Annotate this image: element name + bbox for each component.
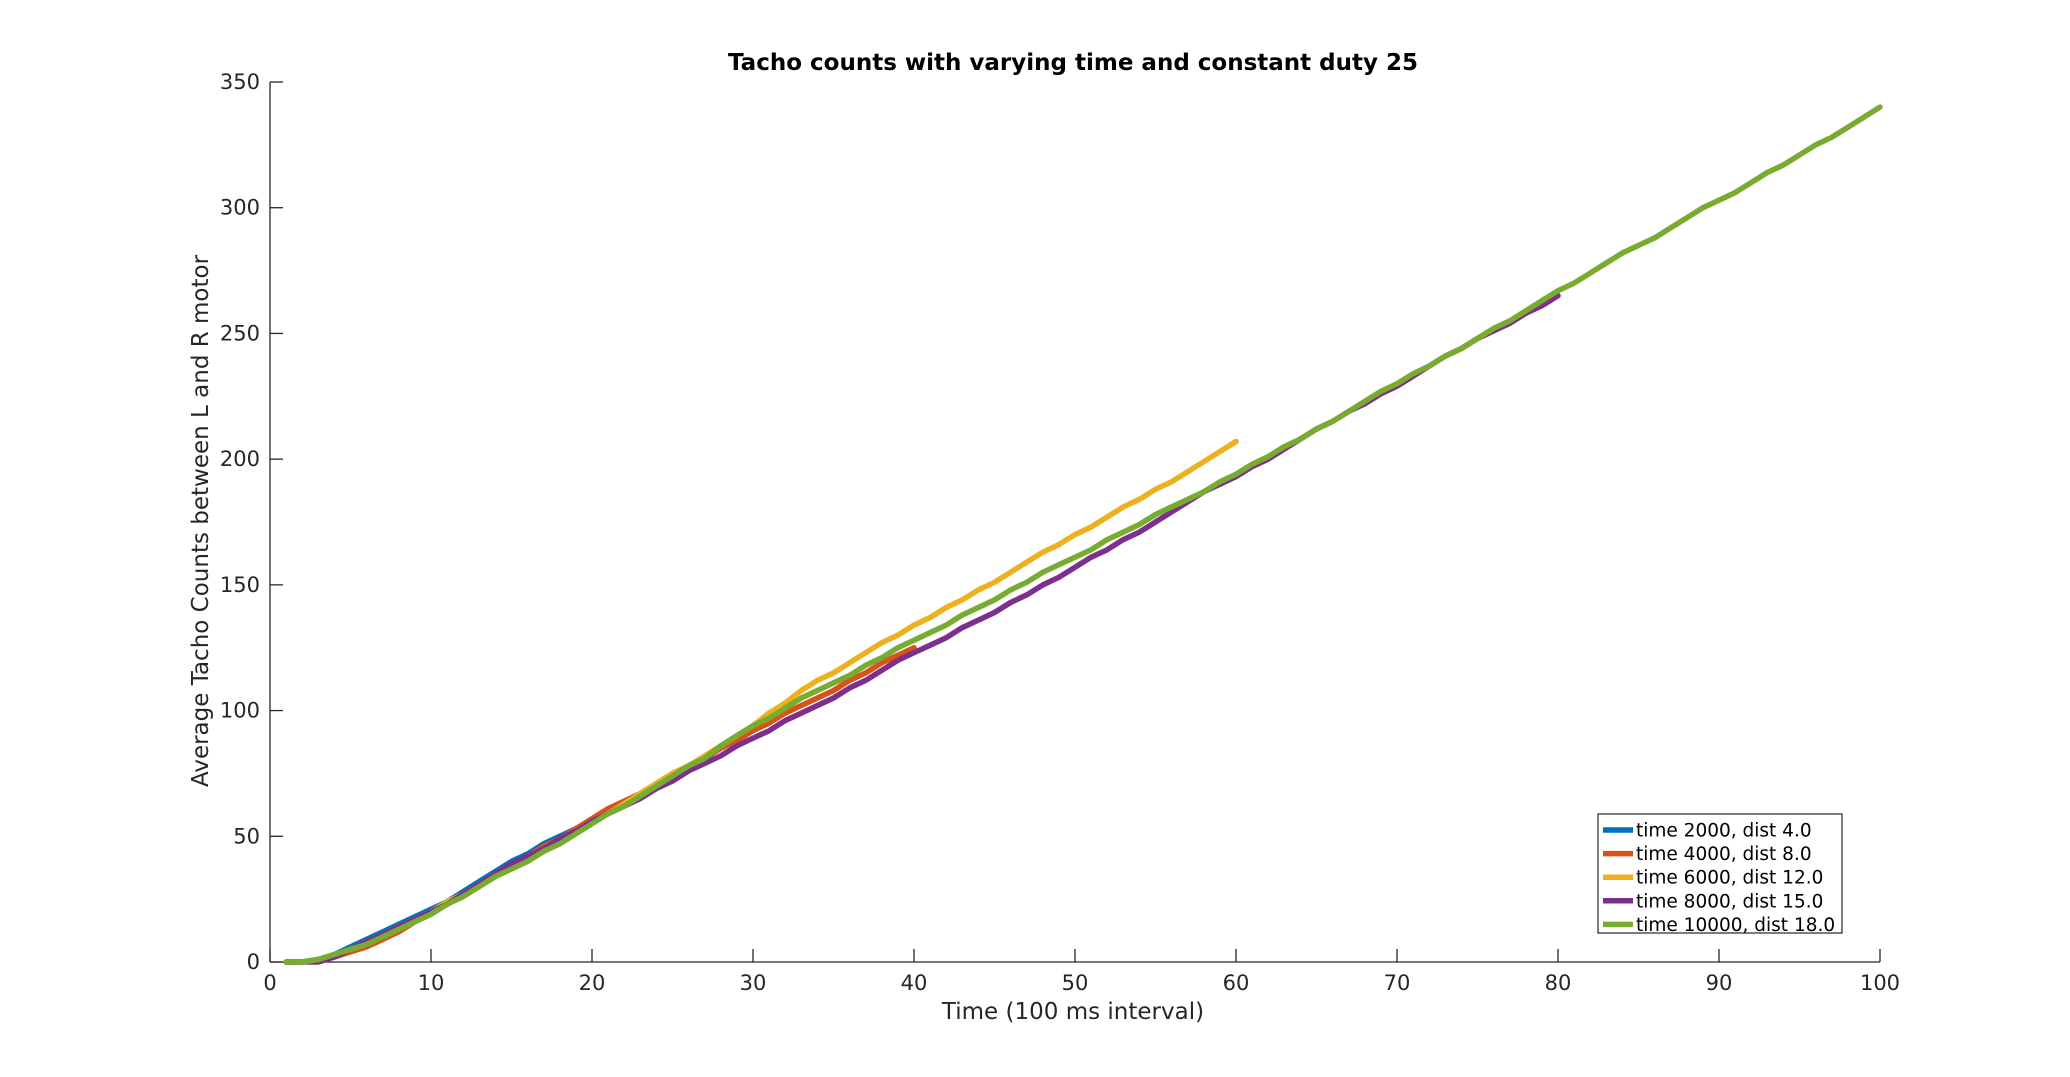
y-tick-label: 100 <box>220 699 260 723</box>
x-tick-label: 80 <box>1545 971 1572 995</box>
y-tick-label: 300 <box>220 196 260 220</box>
x-axis-label: Time (100 ms interval) <box>941 999 1204 1025</box>
x-tick-label: 90 <box>1706 971 1733 995</box>
x-tick-label: 70 <box>1384 971 1411 995</box>
y-axis-ticks: 0 50 100 150 200 250 300 350 <box>220 70 283 974</box>
x-tick-label: 30 <box>740 971 767 995</box>
y-tick-label: 0 <box>247 950 260 974</box>
legend-label-1: time 2000, dist 4.0 <box>1636 821 1812 842</box>
x-tick-label: 60 <box>1223 971 1250 995</box>
y-tick-label: 200 <box>220 447 260 471</box>
x-tick-label: 100 <box>1860 971 1900 995</box>
y-axis-label: Average Tacho Counts between L and R mot… <box>188 254 214 787</box>
legend-label-2: time 4000, dist 8.0 <box>1636 844 1812 865</box>
x-tick-label: 50 <box>1062 971 1089 995</box>
x-tick-label: 0 <box>263 971 276 995</box>
y-tick-label: 350 <box>220 70 260 94</box>
plot-axes: 0 10 20 30 40 50 60 70 80 90 100 0 50 100 150 200 250 30… <box>220 70 1900 995</box>
x-axis-ticks: 0 10 20 30 40 50 60 70 80 90 100 <box>263 949 1900 995</box>
series-layer <box>283 104 1883 965</box>
legend-box <box>1597 813 1843 934</box>
legend-label-5: time 10000, dist 18.0 <box>1636 915 1835 936</box>
x-tick-label: 40 <box>901 971 928 995</box>
legend-label-3: time 6000, dist 12.0 <box>1636 868 1823 889</box>
chart-title: Tacho counts with varying time and const… <box>728 50 1418 76</box>
y-tick-label: 50 <box>233 824 260 848</box>
y-tick-label: 150 <box>220 573 260 597</box>
series-line-5 <box>283 104 1883 965</box>
x-tick-label: 20 <box>579 971 606 995</box>
y-tick-label: 250 <box>220 321 260 345</box>
x-tick-label: 10 <box>418 971 445 995</box>
legend-label-4: time 8000, dist 15.0 <box>1636 891 1823 912</box>
